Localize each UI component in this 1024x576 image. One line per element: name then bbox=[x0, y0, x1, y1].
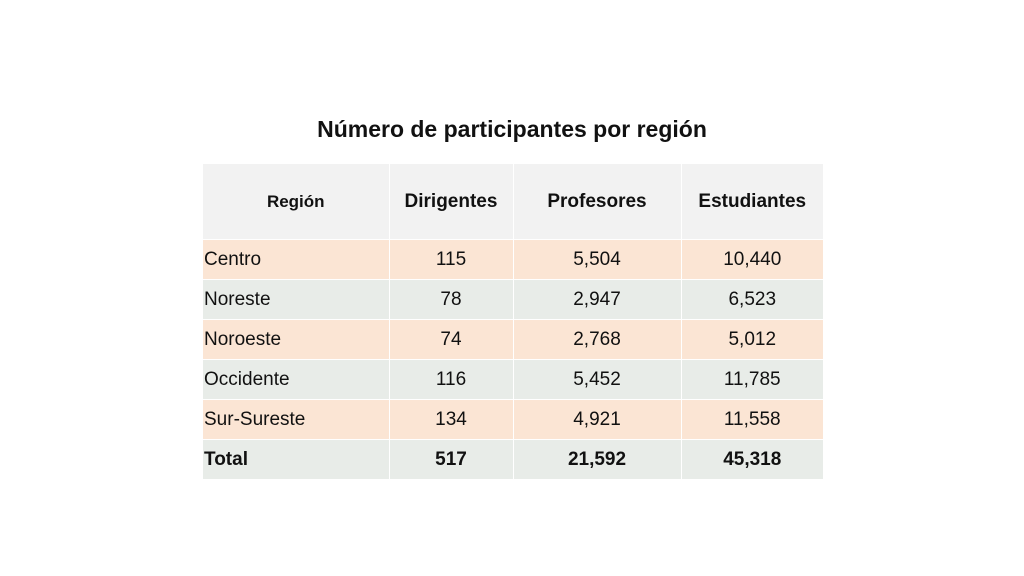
profesores-cell: 5,504 bbox=[513, 239, 682, 280]
total-profesores-cell: 21,592 bbox=[513, 439, 682, 480]
profesores-cell: 4,921 bbox=[513, 399, 682, 440]
region-cell: Centro bbox=[203, 239, 390, 280]
column-header-profesores: Profesores bbox=[513, 164, 682, 240]
estudiantes-cell: 11,558 bbox=[681, 399, 823, 440]
participants-table: Región Dirigentes Profesores Estudiantes… bbox=[203, 164, 823, 480]
estudiantes-cell: 5,012 bbox=[681, 319, 823, 360]
estudiantes-cell: 6,523 bbox=[681, 279, 823, 320]
region-cell: Noroeste bbox=[203, 319, 390, 360]
total-dirigentes-cell: 517 bbox=[389, 439, 514, 480]
dirigentes-cell: 116 bbox=[389, 359, 514, 400]
dirigentes-cell: 78 bbox=[389, 279, 514, 320]
table-header-row: Región Dirigentes Profesores Estudiantes bbox=[203, 164, 823, 240]
table-row: Occidente 116 5,452 11,785 bbox=[203, 359, 823, 400]
region-cell: Sur-Sureste bbox=[203, 399, 390, 440]
region-cell: Occidente bbox=[203, 359, 390, 400]
column-header-estudiantes: Estudiantes bbox=[681, 164, 823, 240]
region-cell: Noreste bbox=[203, 279, 390, 320]
column-header-dirigentes: Dirigentes bbox=[389, 164, 514, 240]
table-row: Centro 115 5,504 10,440 bbox=[203, 239, 823, 280]
dirigentes-cell: 134 bbox=[389, 399, 514, 440]
total-row: Total 517 21,592 45,318 bbox=[203, 439, 823, 480]
total-estudiantes-cell: 45,318 bbox=[681, 439, 823, 480]
dirigentes-cell: 74 bbox=[389, 319, 514, 360]
table-row: Noroeste 74 2,768 5,012 bbox=[203, 319, 823, 360]
profesores-cell: 5,452 bbox=[513, 359, 682, 400]
column-header-region: Región bbox=[203, 164, 390, 240]
page-title: Número de participantes por región bbox=[317, 116, 707, 142]
dirigentes-cell: 115 bbox=[389, 239, 514, 280]
total-label-cell: Total bbox=[203, 439, 390, 480]
profesores-cell: 2,947 bbox=[513, 279, 682, 320]
estudiantes-cell: 11,785 bbox=[681, 359, 823, 400]
table-row: Noreste 78 2,947 6,523 bbox=[203, 279, 823, 320]
profesores-cell: 2,768 bbox=[513, 319, 682, 360]
estudiantes-cell: 10,440 bbox=[681, 239, 823, 280]
table-row: Sur-Sureste 134 4,921 11,558 bbox=[203, 399, 823, 440]
